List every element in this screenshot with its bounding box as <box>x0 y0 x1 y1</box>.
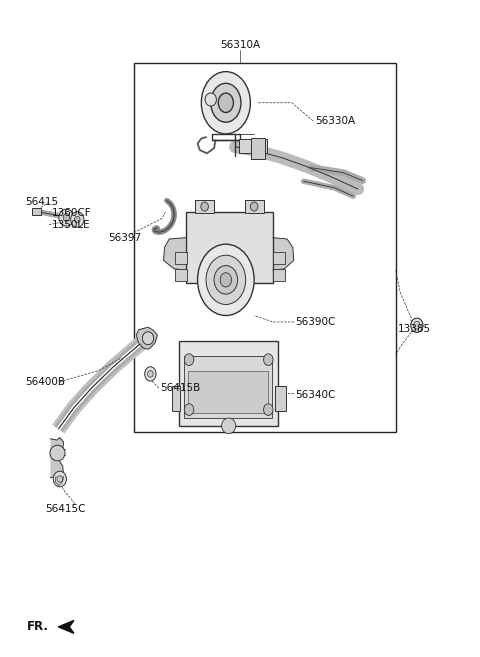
Text: 56400B: 56400B <box>25 376 65 387</box>
Ellipse shape <box>264 354 273 365</box>
Ellipse shape <box>53 471 66 487</box>
Ellipse shape <box>222 418 236 434</box>
Text: 56390C: 56390C <box>296 317 336 327</box>
Bar <box>188 371 268 413</box>
Bar <box>239 139 267 153</box>
Ellipse shape <box>63 214 70 221</box>
Ellipse shape <box>214 265 238 294</box>
Text: 56415C: 56415C <box>45 504 86 514</box>
Text: 56415: 56415 <box>25 197 59 207</box>
Ellipse shape <box>220 273 231 287</box>
Ellipse shape <box>414 321 420 329</box>
Ellipse shape <box>57 476 63 482</box>
Bar <box>175 269 187 281</box>
Ellipse shape <box>143 332 154 345</box>
Polygon shape <box>164 238 186 270</box>
Ellipse shape <box>74 216 80 223</box>
Ellipse shape <box>184 404 194 415</box>
Bar <box>179 342 278 426</box>
Ellipse shape <box>411 318 423 332</box>
Ellipse shape <box>205 93 216 106</box>
Ellipse shape <box>264 404 273 415</box>
Polygon shape <box>273 238 294 270</box>
Bar <box>172 386 180 411</box>
Ellipse shape <box>184 354 194 365</box>
Bar <box>33 208 41 215</box>
Ellipse shape <box>59 209 74 226</box>
Polygon shape <box>59 620 74 627</box>
Polygon shape <box>136 327 157 350</box>
Bar <box>134 62 396 432</box>
Text: 1350LE: 1350LE <box>51 219 90 230</box>
Text: 13385: 13385 <box>398 323 431 334</box>
Text: 56415B: 56415B <box>160 383 200 393</box>
Polygon shape <box>59 627 74 633</box>
Ellipse shape <box>198 244 254 315</box>
Bar <box>252 138 265 158</box>
Bar <box>273 252 285 263</box>
Ellipse shape <box>206 255 246 304</box>
Text: 56310A: 56310A <box>220 39 260 49</box>
Ellipse shape <box>211 83 241 122</box>
Ellipse shape <box>251 202 258 211</box>
Ellipse shape <box>147 371 153 377</box>
Bar <box>186 212 273 283</box>
Ellipse shape <box>218 93 233 112</box>
Ellipse shape <box>201 72 251 134</box>
Text: 56397: 56397 <box>108 233 141 242</box>
Text: FR.: FR. <box>27 620 49 633</box>
Bar <box>175 252 187 263</box>
Bar <box>184 356 272 418</box>
Ellipse shape <box>50 445 65 461</box>
Polygon shape <box>50 438 63 479</box>
Bar <box>195 200 214 213</box>
Ellipse shape <box>71 212 84 227</box>
Text: 56330A: 56330A <box>315 116 356 126</box>
Bar <box>276 386 286 411</box>
Ellipse shape <box>145 367 156 381</box>
Text: 56340C: 56340C <box>296 390 336 399</box>
Text: 1360CF: 1360CF <box>51 208 91 218</box>
Bar <box>245 200 264 213</box>
Ellipse shape <box>201 202 208 211</box>
Bar <box>273 269 285 281</box>
